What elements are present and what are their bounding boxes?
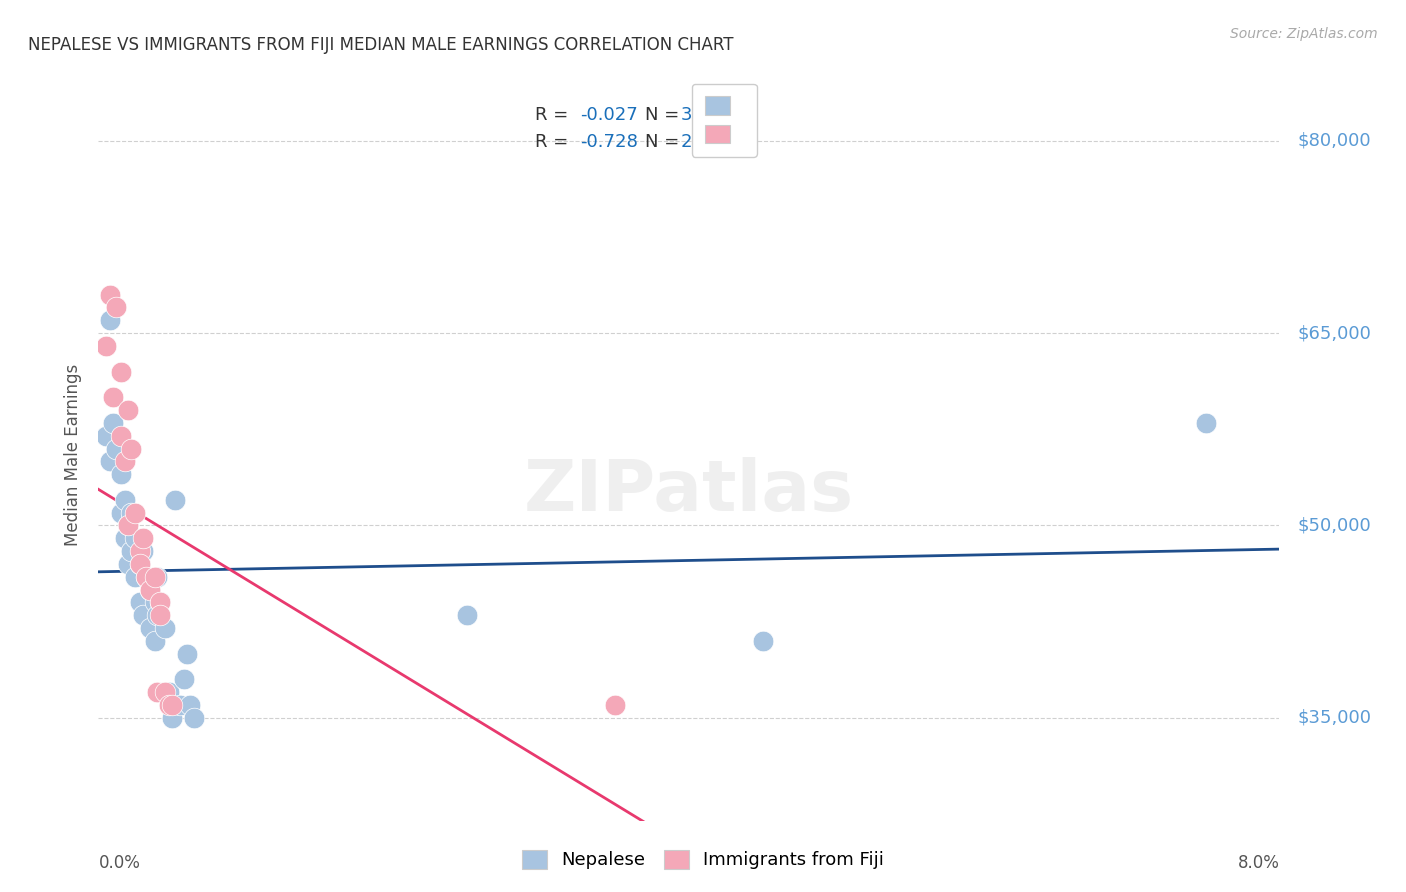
- Point: [94, 428, 117, 442]
- Point: [162, 711, 183, 725]
- Text: R =: R =: [536, 106, 575, 124]
- Point: [135, 570, 157, 584]
- Point: [117, 518, 139, 533]
- Text: N =: N =: [645, 133, 685, 151]
- Point: [98, 313, 121, 327]
- Point: [149, 595, 172, 609]
- Point: [456, 608, 478, 623]
- Point: [605, 698, 627, 713]
- Point: [132, 532, 155, 546]
- Point: [114, 454, 136, 468]
- Point: [149, 608, 172, 623]
- Point: [751, 634, 773, 648]
- Point: [120, 544, 142, 558]
- Point: [120, 506, 142, 520]
- Text: -0.027: -0.027: [581, 106, 638, 124]
- Y-axis label: Median Male Earnings: Median Male Earnings: [65, 364, 83, 546]
- Point: [117, 557, 139, 571]
- Point: [105, 442, 128, 456]
- Point: [153, 621, 176, 635]
- Point: [128, 544, 150, 558]
- Point: [105, 301, 128, 315]
- Text: $35,000: $35,000: [1298, 709, 1371, 727]
- Point: [124, 506, 146, 520]
- Text: R =: R =: [536, 133, 575, 151]
- Point: [162, 698, 183, 713]
- Point: [179, 698, 201, 713]
- Point: [128, 557, 150, 571]
- Point: [110, 428, 132, 442]
- Point: [103, 416, 125, 430]
- Point: [124, 570, 146, 584]
- Point: [98, 454, 121, 468]
- Point: [169, 698, 191, 713]
- Text: 39: 39: [681, 106, 703, 124]
- Point: [94, 339, 117, 353]
- Point: [143, 570, 166, 584]
- Point: [157, 698, 180, 713]
- Text: ZIPatlas: ZIPatlas: [524, 457, 853, 526]
- Point: [110, 506, 132, 520]
- Point: [117, 403, 139, 417]
- Point: [165, 492, 187, 507]
- Point: [146, 608, 169, 623]
- Text: 8.0%: 8.0%: [1237, 854, 1279, 871]
- Point: [110, 467, 132, 482]
- Text: 24: 24: [681, 133, 703, 151]
- Point: [103, 390, 125, 404]
- Point: [110, 364, 132, 378]
- Text: 0.0%: 0.0%: [98, 854, 141, 871]
- Point: [176, 647, 198, 661]
- Point: [183, 711, 205, 725]
- Point: [132, 544, 155, 558]
- Point: [157, 685, 180, 699]
- Point: [153, 685, 176, 699]
- Text: N =: N =: [645, 106, 685, 124]
- Point: [132, 608, 155, 623]
- Point: [139, 582, 162, 597]
- Point: [139, 582, 162, 597]
- Point: [146, 685, 169, 699]
- Point: [114, 532, 136, 546]
- Point: [128, 557, 150, 571]
- Point: [146, 570, 169, 584]
- Legend: , : ,: [692, 84, 756, 157]
- Point: [139, 621, 162, 635]
- Text: NEPALESE VS IMMIGRANTS FROM FIJI MEDIAN MALE EARNINGS CORRELATION CHART: NEPALESE VS IMMIGRANTS FROM FIJI MEDIAN …: [28, 36, 734, 54]
- Point: [98, 287, 121, 301]
- Point: [143, 634, 166, 648]
- Text: $65,000: $65,000: [1298, 324, 1371, 342]
- Text: Source: ZipAtlas.com: Source: ZipAtlas.com: [1230, 27, 1378, 41]
- Legend: Nepalese, Immigrants from Fiji: Nepalese, Immigrants from Fiji: [513, 841, 893, 879]
- Point: [128, 595, 150, 609]
- Text: $50,000: $50,000: [1298, 516, 1371, 534]
- Point: [173, 673, 195, 687]
- Point: [143, 595, 166, 609]
- Point: [1194, 416, 1216, 430]
- Point: [149, 595, 172, 609]
- Point: [117, 518, 139, 533]
- Point: [114, 492, 136, 507]
- Text: $80,000: $80,000: [1298, 131, 1371, 150]
- Point: [120, 442, 142, 456]
- Text: -0.728: -0.728: [581, 133, 638, 151]
- Point: [124, 532, 146, 546]
- Point: [135, 570, 157, 584]
